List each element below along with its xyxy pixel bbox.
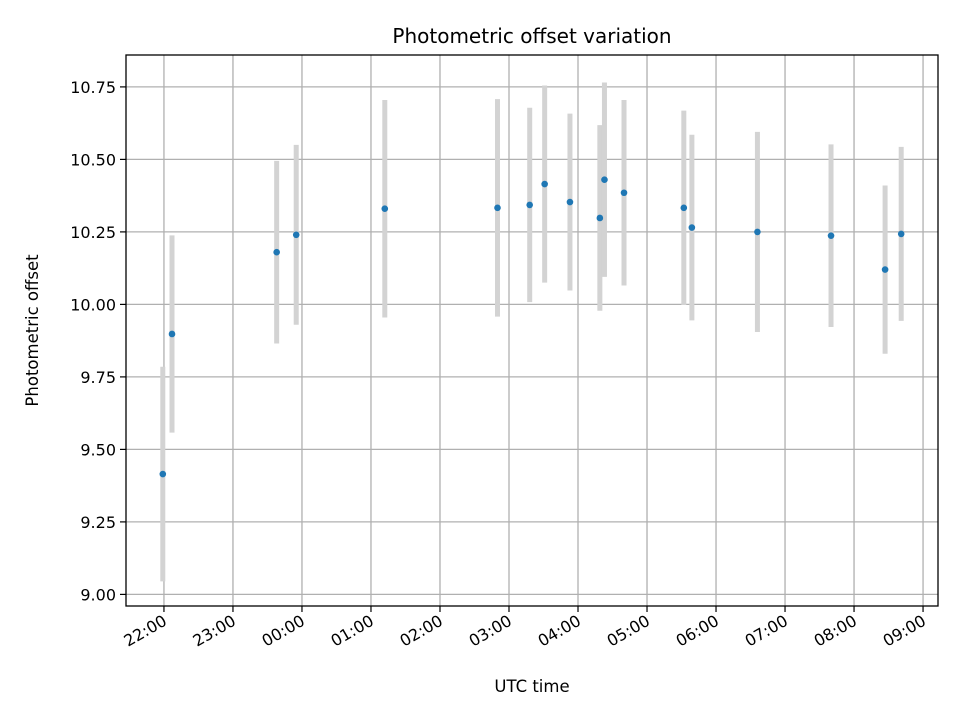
chart-title: Photometric offset variation [392, 24, 671, 48]
data-point [596, 214, 604, 222]
data-point [601, 176, 608, 183]
y-tick-label: 10.50 [70, 150, 116, 169]
x-axis-label: UTC time [494, 677, 569, 696]
data-point [827, 232, 835, 239]
data-point [541, 180, 548, 188]
data-point [566, 198, 574, 206]
y-tick-label: 9.75 [80, 368, 116, 387]
data-point [292, 231, 300, 239]
data-point [754, 228, 761, 236]
y-tick-label: 9.00 [80, 585, 116, 604]
plot-area-frame [125, 54, 939, 607]
data-point [273, 248, 280, 256]
data-points [159, 176, 905, 478]
data-point [159, 470, 167, 478]
y-tick-label: 9.50 [80, 440, 116, 459]
data-point [620, 189, 628, 197]
y-tick-label: 9.25 [80, 513, 116, 532]
data-point [881, 266, 889, 273]
data-point [494, 204, 501, 212]
data-point [897, 230, 905, 238]
y-tick-label: 10.75 [70, 78, 116, 97]
data-point [526, 201, 533, 209]
data-point [680, 204, 688, 212]
data-point [168, 330, 176, 338]
y-axis-label: Photometric offset [23, 254, 42, 407]
y-tick-label: 10.00 [70, 295, 116, 314]
data-point [688, 224, 696, 231]
y-axis-ticks: 9.00 9.25 9.50 9.75 10.00 10.25 10.50 10.75 [70, 78, 126, 604]
y-tick-label: 10.25 [70, 223, 116, 242]
data-point [381, 205, 389, 212]
